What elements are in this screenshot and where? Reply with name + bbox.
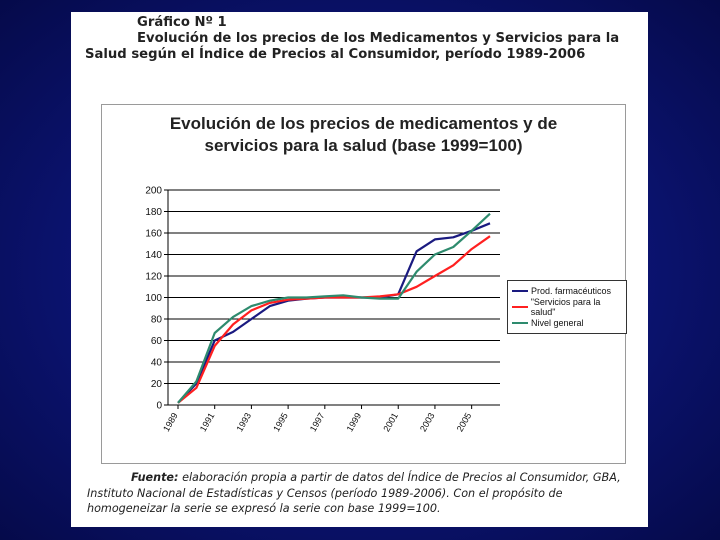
y-tick-label: 20: [151, 379, 163, 390]
legend-item: Nivel general: [512, 316, 584, 330]
document-page: Gráfico Nº 1 Evolución de los precios de…: [71, 12, 648, 527]
source-text: elaboración propia a partir de datos del…: [87, 471, 621, 515]
y-tick-label: 60: [151, 336, 163, 347]
x-tick-label: 2005: [455, 411, 474, 433]
y-tick-label: 80: [151, 315, 163, 326]
x-tick-label: 1999: [345, 411, 364, 433]
series-line-2: [177, 235, 491, 404]
legend-swatch: [512, 322, 528, 324]
x-tick-label: 1993: [234, 411, 253, 433]
y-tick-label: 120: [145, 272, 162, 283]
series-line-3: [177, 212, 491, 404]
chart-container: Evolución de los precios de medicamentos…: [101, 104, 627, 464]
line-chart: 0 20 40 60 80 100 120 140 160 180 200 1989 1991 1993 1…: [145, 186, 500, 433]
legend-label: "Servicios para la salud": [530, 297, 601, 317]
chart-title-line-2: servicios para la salud (base 1999=100): [204, 136, 523, 155]
x-tick-label: 1989: [161, 411, 180, 433]
legend-label: Nivel general: [531, 318, 584, 328]
source-note: Fuente: elaboración propia a partir de d…: [87, 470, 632, 517]
y-tick-label: 180: [145, 207, 162, 218]
x-tick-label: 1997: [308, 411, 327, 433]
x-tick-label: 2003: [418, 411, 437, 433]
legend-item: Prod. farmacéuticos: [512, 284, 611, 298]
chart-title-line-1: Evolución de los precios de medicamentos…: [169, 114, 558, 133]
chart-title: Evolución de los precios de medicamentos…: [102, 113, 625, 157]
y-tick-label: 160: [145, 229, 162, 240]
legend-swatch: [512, 306, 528, 308]
source-label: Fuente:: [131, 471, 179, 484]
y-tick-label: 0: [156, 401, 162, 412]
figure-title: Evolución de los precios de los Medicame…: [85, 31, 620, 62]
legend-swatch: [512, 290, 528, 292]
y-tick-label: 100: [145, 293, 162, 304]
y-tick-label: 200: [145, 186, 162, 197]
figure-caption: Gráfico Nº 1 Evolución de los precios de…: [85, 15, 640, 63]
x-tick-label: 1995: [271, 411, 290, 433]
y-tick-label: 140: [145, 250, 162, 261]
figure-number: Gráfico Nº 1: [137, 15, 227, 30]
legend-label: Prod. farmacéuticos: [531, 286, 612, 296]
chart-legend: Prod. farmacéuticos "Servicios para la sa…: [507, 280, 627, 334]
legend-item: "Servicios para la salud": [512, 297, 626, 317]
x-tick-label: 2001: [381, 411, 400, 433]
x-tick-label: 1991: [198, 411, 217, 433]
y-tick-label: 40: [151, 358, 163, 369]
